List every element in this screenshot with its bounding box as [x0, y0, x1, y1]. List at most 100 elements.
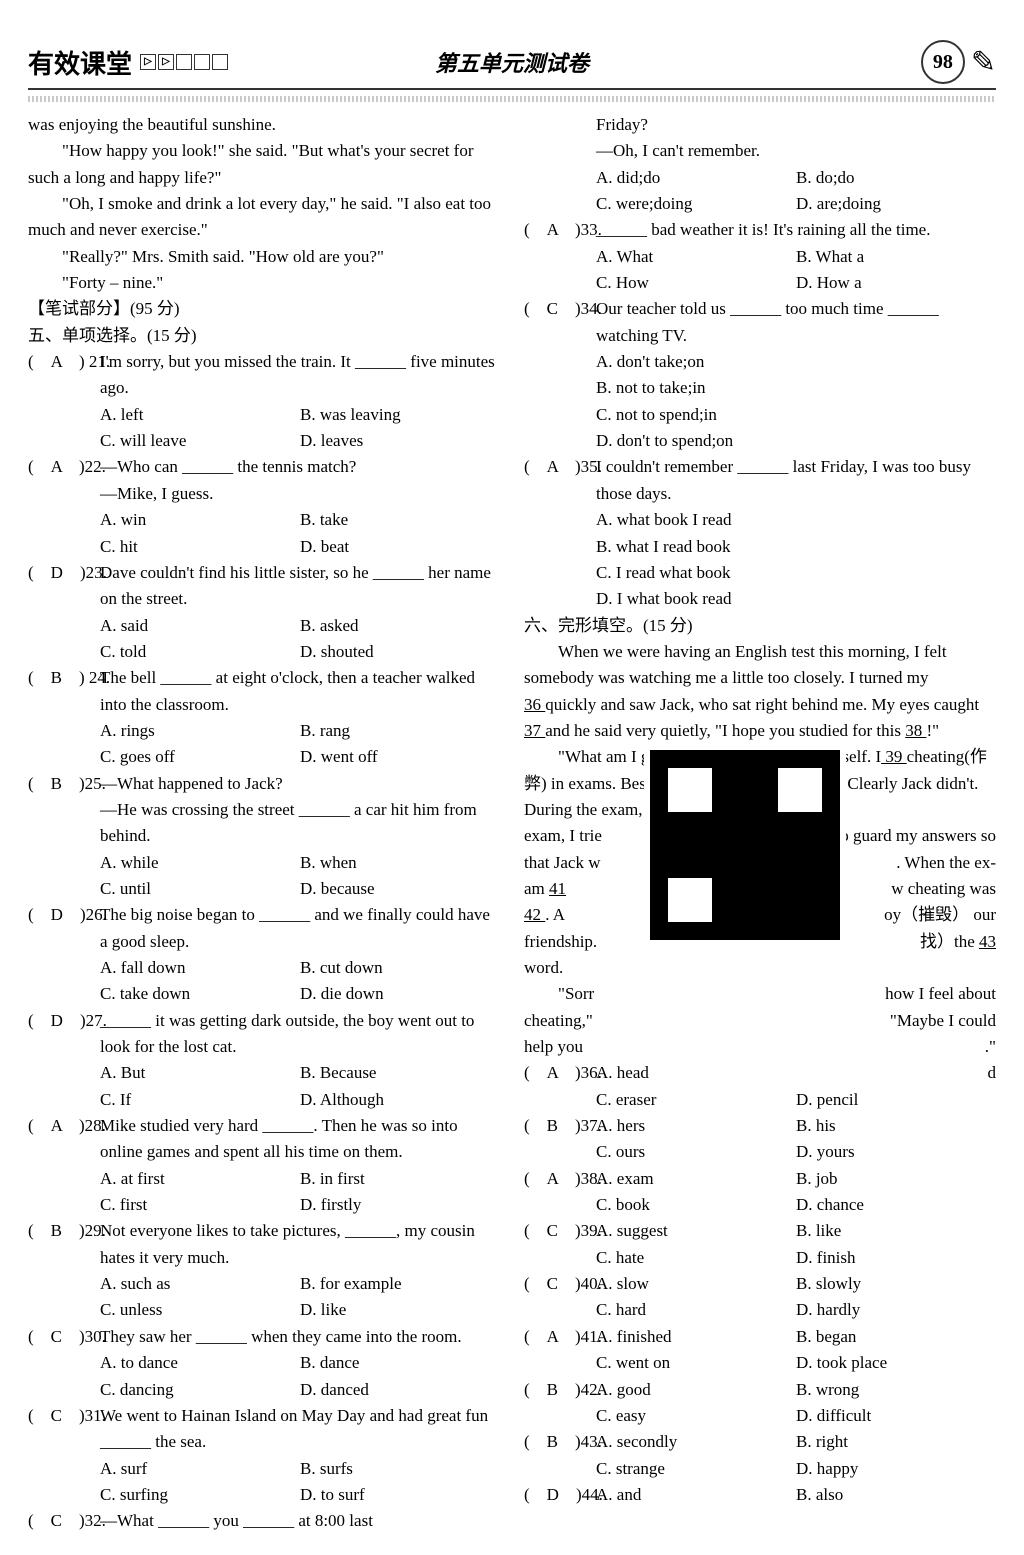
option: B. dance [300, 1350, 500, 1376]
option: A. and [596, 1482, 796, 1508]
answer-slot: ( C )31. [28, 1403, 100, 1429]
passage-line: "Really?" Mrs. Smith said. "How old are … [28, 244, 500, 270]
option: B. Because [300, 1060, 500, 1086]
option: B. surfs [300, 1456, 500, 1482]
answer-slot: ( C )32. [28, 1508, 100, 1534]
option: D. like [300, 1297, 500, 1323]
option: B. What a [796, 244, 996, 270]
option: D. took place [796, 1350, 996, 1376]
option: B. was leaving [300, 402, 500, 428]
question-stem: The big noise began to ______ and we fin… [100, 902, 500, 955]
page-number: 98 [921, 40, 965, 84]
answer-slot: ( C )30. [28, 1324, 100, 1350]
question-stem: —Who can ______ the tennis match? [100, 454, 500, 480]
header-boxes [140, 54, 228, 70]
option: A. while [100, 850, 300, 876]
option: D. to surf [300, 1482, 500, 1508]
option: D. are;doing [796, 191, 996, 217]
option: A. rings [100, 718, 300, 744]
option: B. when [300, 850, 500, 876]
question-stem: —What happened to Jack? [100, 771, 500, 797]
option: C. until [100, 876, 300, 902]
option: C. not to spend;in [596, 402, 996, 428]
answer-slot: ( A )28. [28, 1113, 100, 1139]
option: A. What [596, 244, 796, 270]
passage-line: "How happy you look!" she said. "But wha… [28, 138, 500, 191]
answer-slot: ( D )23. [28, 560, 100, 586]
option: D. shouted [300, 639, 500, 665]
option: A. exam [596, 1166, 796, 1192]
option: C. How [596, 270, 796, 296]
question-stem: —What ______ you ______ at 8:00 last [100, 1508, 500, 1534]
option: D. Although [300, 1087, 500, 1113]
option: A. at first [100, 1166, 300, 1192]
option: D. I what book read [596, 586, 996, 612]
cloze-paragraph: When we were having an English test this… [524, 639, 996, 744]
question-stem: They saw her ______ when they came into … [100, 1324, 500, 1350]
option: B. like [796, 1218, 996, 1244]
option: D. danced [300, 1377, 500, 1403]
brand-title: 有效课堂 [28, 44, 132, 81]
answer-slot: ( B )43. [524, 1429, 596, 1455]
option: D. leaves [300, 428, 500, 454]
option: D. beat [300, 534, 500, 560]
option: D. firstly [300, 1192, 500, 1218]
option: C. book [596, 1192, 796, 1218]
option: C. If [100, 1087, 300, 1113]
option: C. hate [596, 1245, 796, 1271]
question-stem: Not everyone likes to take pictures, ___… [100, 1218, 500, 1271]
question-sub: —Mike, I guess. [28, 481, 500, 507]
option: D. How a [796, 270, 996, 296]
option: B. wrong [796, 1377, 996, 1403]
question-stem: I couldn't remember ______ last Friday, … [596, 454, 996, 507]
question-cont: —Oh, I can't remember. [524, 138, 996, 164]
option: D. chance [796, 1192, 996, 1218]
option: B. rang [300, 718, 500, 744]
option: A. what book I read [596, 507, 996, 533]
option: B. his [796, 1113, 996, 1139]
option: A. said [100, 613, 300, 639]
option: C. were;doing [596, 191, 796, 217]
question-stem: ______ it was getting dark outside, the … [100, 1008, 500, 1061]
option: A. slow [596, 1271, 796, 1297]
option: C. hard [596, 1297, 796, 1323]
option: D. yours [796, 1139, 996, 1165]
answer-slot: ( A )35. [524, 454, 596, 480]
question-stem: Mike studied very hard ______. Then he w… [100, 1113, 500, 1166]
answer-slot: ( A )22. [28, 454, 100, 480]
option: B. do;do [796, 165, 996, 191]
option: D. finish [796, 1245, 996, 1271]
chapter-title: 第五单元测试卷 [435, 46, 589, 78]
answer-slot: ( B )29. [28, 1218, 100, 1244]
option: C. ours [596, 1139, 796, 1165]
section6-title: 六、完形填空。(15 分) [524, 613, 996, 639]
question-sub: —He was crossing the street ______ a car… [28, 797, 500, 850]
option: A. did;do [596, 165, 796, 191]
option: A. secondly [596, 1429, 796, 1455]
option: C. first [100, 1192, 300, 1218]
answer-slot: ( B )42. [524, 1377, 596, 1403]
question-stem: Dave couldn't find his little sister, so… [100, 560, 500, 613]
option: C. told [100, 639, 300, 665]
option: C. strange [596, 1456, 796, 1482]
option: B. not to take;in [596, 375, 996, 401]
option: A. left [100, 402, 300, 428]
option: C. unless [100, 1297, 300, 1323]
option: A. good [596, 1377, 796, 1403]
answer-slot: ( B )25. [28, 771, 100, 797]
option: B. began [796, 1324, 996, 1350]
option: C. goes off [100, 744, 300, 770]
option: B. take [300, 507, 500, 533]
option: D. die down [300, 981, 500, 1007]
option: A. finished [596, 1324, 796, 1350]
option: B. cut down [300, 955, 500, 981]
option: A. But [100, 1060, 300, 1086]
written-part-title: 【笔试部分】(95 分) [28, 296, 500, 322]
answer-slot: ( A )38. [524, 1166, 596, 1192]
option: A. fall down [100, 955, 300, 981]
option: C. easy [596, 1403, 796, 1429]
question-stem: Our teacher told us ______ too much time… [596, 296, 996, 349]
answer-slot: ( C )34. [524, 296, 596, 322]
option: A. don't take;on [596, 349, 996, 375]
option: B. also [796, 1482, 996, 1508]
